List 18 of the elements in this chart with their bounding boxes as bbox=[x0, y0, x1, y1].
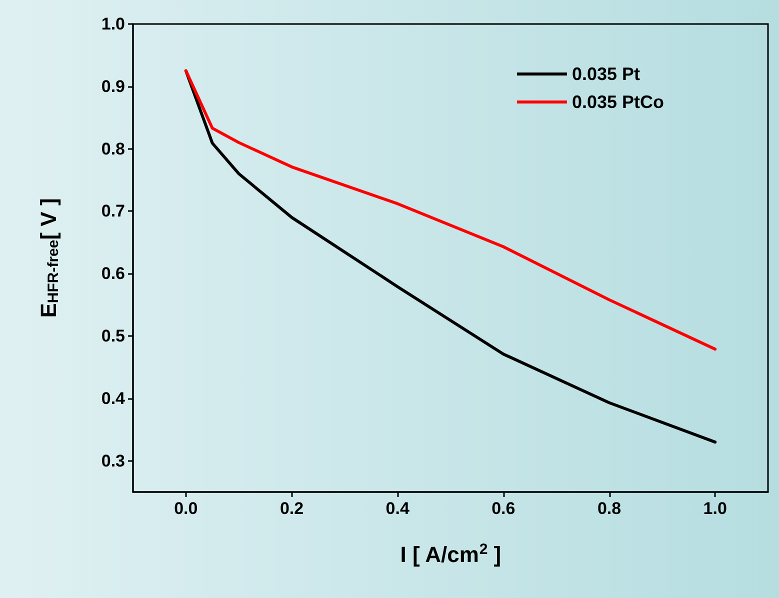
x-tick-label: 0.8 bbox=[597, 499, 622, 518]
legend-label: 0.035 PtCo bbox=[572, 92, 664, 112]
y-tick-label: 0.4 bbox=[101, 388, 126, 408]
x-tick-label: 0.4 bbox=[386, 499, 410, 518]
x-tick-label: 0.2 bbox=[280, 499, 304, 518]
y-tick-label: 0.6 bbox=[101, 264, 125, 284]
y-tick-label: 1.0 bbox=[101, 14, 125, 34]
x-tick-label: 0.6 bbox=[492, 499, 516, 518]
y-tick-label: 0.9 bbox=[101, 76, 125, 96]
y-tick-label: 0.5 bbox=[101, 326, 125, 346]
y-tick-label: 0.8 bbox=[101, 139, 125, 158]
y-tick-label: 0.7 bbox=[101, 202, 125, 221]
y-tick-label: 0.3 bbox=[101, 451, 125, 470]
line-series bbox=[184, 69, 717, 351]
y-axis-title: EHFR-free[ V ] bbox=[36, 198, 62, 318]
x-tick-label: 0.0 bbox=[174, 499, 198, 518]
legend-label: 0.035 Pt bbox=[572, 64, 640, 84]
x-tick-label: 1.0 bbox=[703, 499, 727, 518]
